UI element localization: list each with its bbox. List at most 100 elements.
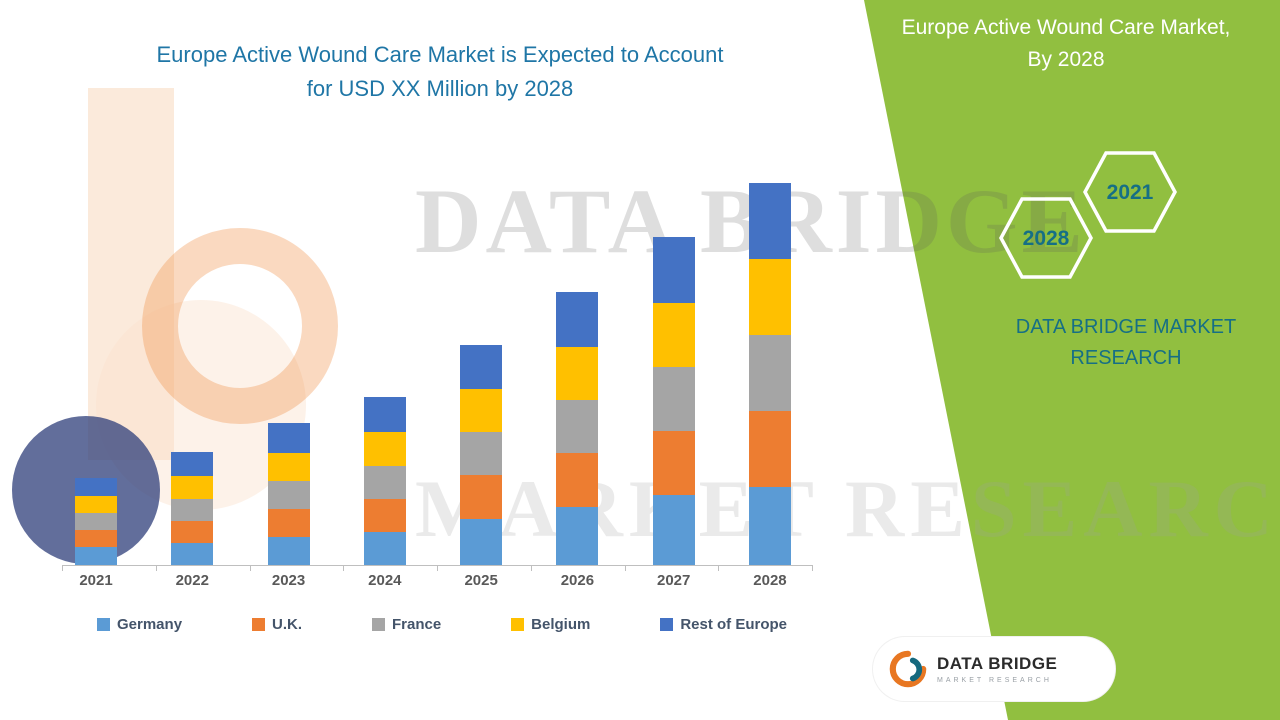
- bars-row: 2021 2022 2023 2024 2025 2026 2027 2028: [75, 170, 791, 589]
- bar-segment-u-k: [363, 499, 406, 532]
- bar-column-2023: 2023: [267, 170, 310, 589]
- hexagon-2028-badge: 2028: [998, 196, 1094, 280]
- axis-tick: [530, 565, 532, 571]
- logo-card: DATA BRIDGE MARKET RESEARCH: [872, 636, 1116, 702]
- legend-swatch-rest-of-europe: [660, 618, 674, 631]
- bar-segment-rest-of-europe: [748, 183, 791, 259]
- bar-segment-france: [363, 466, 406, 499]
- bar-segment-belgium: [363, 432, 406, 466]
- x-axis-label: 2023: [271, 572, 306, 589]
- axis-tick: [249, 565, 251, 571]
- bar-segment-u-k: [267, 509, 310, 537]
- bar-segment-france: [267, 481, 310, 509]
- bar-segment-germany: [171, 543, 214, 565]
- axis-tick: [62, 565, 63, 571]
- bar-segment-germany: [363, 532, 406, 565]
- side-panel-title-line2: By 2028: [1027, 47, 1105, 71]
- axis-tick: [812, 565, 813, 571]
- bar-segment-u-k: [171, 521, 214, 543]
- bar-column-2021: 2021: [75, 170, 117, 589]
- bar-segment-belgium: [171, 476, 214, 499]
- bar-segment-france: [75, 513, 117, 530]
- bar-stack-2022: [171, 452, 214, 565]
- brand-text-line2: RESEARCH: [1070, 347, 1182, 369]
- bar-stack-2024: [363, 397, 406, 565]
- axis-tick: [624, 565, 626, 571]
- hexagon-2021-badge: 2021: [1082, 150, 1178, 234]
- bar-segment-belgium: [748, 259, 791, 335]
- chart-area: 2021 2022 2023 2024 2025 2026 2027 2028: [62, 170, 813, 610]
- legend-swatch-germany: [97, 618, 110, 631]
- bar-segment-belgium: [267, 453, 310, 481]
- hexagon-outline-icon: 2028: [999, 197, 1093, 279]
- chart-title: Europe Active Wound Care Market is Expec…: [40, 38, 840, 106]
- legend-label-belgium: Belgium: [531, 616, 591, 633]
- bar-column-2028: 2028: [748, 170, 791, 589]
- chart-title-line1: Europe Active Wound Care Market is Expec…: [156, 42, 724, 67]
- brand-text: DATA BRIDGE MARKET RESEARCH: [980, 312, 1272, 374]
- legend-label-rest-of-europe: Rest of Europe: [680, 616, 787, 633]
- side-panel-title: Europe Active Wound Care Market, By 2028: [880, 12, 1252, 75]
- x-axis-label: 2026: [560, 572, 595, 589]
- bar-stack-2027: [652, 237, 695, 565]
- bar-segment-belgium: [556, 347, 599, 400]
- bar-segment-rest-of-europe: [75, 478, 117, 496]
- legend: Germany U.K. France Belgium Rest of Europe: [97, 616, 787, 633]
- bar-segment-u-k: [652, 431, 695, 495]
- bar-segment-france: [460, 432, 503, 475]
- bar-segment-germany: [652, 495, 695, 565]
- bar-segment-rest-of-europe: [556, 292, 599, 347]
- bar-segment-rest-of-europe: [267, 423, 310, 453]
- legend-item-belgium: Belgium: [511, 616, 590, 633]
- bar-column-2027: 2027: [652, 170, 695, 589]
- x-axis: [62, 565, 813, 571]
- bar-segment-germany: [460, 519, 503, 565]
- bar-stack-2026: [556, 292, 599, 565]
- legend-label-germany: Germany: [117, 616, 183, 633]
- bar-column-2024: 2024: [363, 170, 406, 589]
- bar-segment-france: [748, 335, 791, 411]
- legend-label-france: France: [391, 616, 442, 633]
- bar-segment-germany: [75, 547, 117, 565]
- side-panel-title-line1: Europe Active Wound Care Market,: [901, 16, 1231, 39]
- legend-item-france: France: [371, 616, 442, 633]
- bar-segment-germany: [556, 507, 599, 565]
- brand-text-line1: DATA BRIDGE MARKET: [1015, 316, 1237, 338]
- bar-stack-2021: [75, 478, 117, 565]
- bar-stack-2028: [748, 183, 791, 565]
- bar-segment-belgium: [75, 496, 117, 513]
- axis-tick: [718, 565, 720, 571]
- bar-segment-u-k: [75, 530, 117, 547]
- bar-stack-2023: [267, 423, 310, 565]
- logo-card-title: DATA BRIDGE: [937, 654, 1058, 673]
- bar-segment-france: [652, 367, 695, 431]
- axis-tick: [155, 565, 157, 571]
- bar-segment-rest-of-europe: [652, 237, 695, 303]
- bar-segment-u-k: [556, 453, 599, 507]
- chart-title-line2: for USD XX Million by 2028: [306, 76, 574, 102]
- bar-segment-u-k: [748, 411, 791, 487]
- x-axis-label: 2022: [175, 572, 209, 589]
- x-axis-label: 2027: [657, 572, 691, 589]
- hexagon-2028-label: 2028: [1023, 227, 1070, 250]
- legend-swatch-belgium: [511, 618, 525, 631]
- data-bridge-logo-icon: [889, 650, 927, 688]
- bar-segment-rest-of-europe: [363, 397, 406, 432]
- legend-label-u-k: U.K.: [272, 616, 303, 633]
- bar-segment-belgium: [460, 389, 503, 432]
- bar-stack-2025: [460, 345, 503, 565]
- bar-segment-france: [171, 499, 214, 521]
- bar-segment-germany: [748, 487, 791, 565]
- x-axis-label: 2028: [753, 572, 787, 589]
- bar-column-2022: 2022: [171, 170, 214, 589]
- logo-card-subtitle: MARKET RESEARCH: [937, 677, 1052, 684]
- bar-segment-rest-of-europe: [460, 345, 503, 389]
- bar-column-2026: 2026: [556, 170, 599, 589]
- bar-column-2025: 2025: [460, 170, 503, 589]
- logo-card-text: DATA BRIDGE MARKET RESEARCH: [937, 654, 1057, 684]
- x-axis-label: 2024: [368, 572, 402, 589]
- axis-tick: [343, 565, 345, 571]
- bar-segment-france: [556, 400, 599, 453]
- axis-tick: [437, 565, 438, 571]
